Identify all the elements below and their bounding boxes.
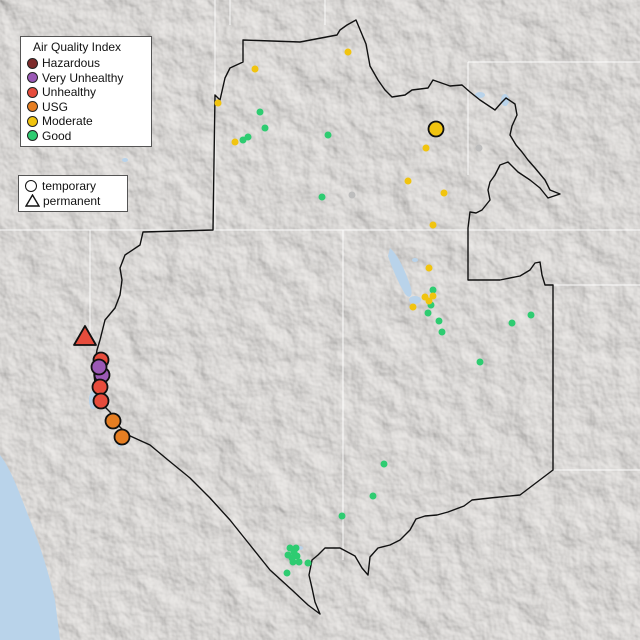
temporary-monitor-marker[interactable] [90,358,108,376]
monitor-marker[interactable] [404,177,412,185]
monitor-marker[interactable] [304,559,312,567]
monitor-type-legend: temporary permanent [18,175,128,212]
monitor-marker[interactable] [292,544,300,552]
monitor-marker[interactable] [429,286,437,294]
legend-label: Good [42,128,72,143]
monitor-marker[interactable] [429,292,437,300]
legend-item-hazardous: Hazardous [27,56,145,71]
monitor-marker[interactable] [425,297,433,305]
legend-label: USG [42,99,69,114]
legend-swatch-icon [27,57,38,69]
legend-title: Air Quality Index [33,40,122,54]
monitor-marker[interactable] [289,558,297,566]
temporary-monitor-marker[interactable] [104,412,122,430]
monitor-marker[interactable] [429,221,437,229]
legend-item-temporary: temporary [25,179,121,194]
temporary-monitor-marker[interactable] [92,392,110,410]
monitor-marker[interactable] [409,303,417,311]
legend-swatch-icon [27,130,38,142]
monitor-marker[interactable] [251,65,259,73]
legend-label: Hazardous [42,56,101,71]
ocean [0,455,60,640]
temporary-monitor-marker[interactable] [113,428,131,446]
temporary-monitor-marker[interactable] [427,120,445,138]
monitor-marker[interactable] [231,138,239,146]
monitor-marker[interactable] [475,144,483,152]
permanent-monitor-marker[interactable] [73,325,97,346]
monitor-marker[interactable] [438,328,446,336]
monitor-marker[interactable] [369,492,377,500]
temporary-monitor-marker[interactable] [91,378,109,396]
monitor-marker[interactable] [422,144,430,152]
monitor-marker[interactable] [527,311,535,319]
circle-icon [25,180,37,193]
monitor-marker[interactable] [440,189,448,197]
monitor-marker[interactable] [244,133,252,141]
legend-label: Very Unhealthy [42,70,124,85]
monitor-marker[interactable] [214,99,222,107]
legend-label: Unhealthy [42,85,97,100]
legend-item-unhealthy: Unhealthy [27,85,145,100]
monitor-marker[interactable] [324,131,332,139]
monitor-marker[interactable] [318,193,326,201]
legend-item-permanent: permanent [25,194,121,209]
monitor-marker[interactable] [338,512,346,520]
triangle-icon [25,194,40,207]
legend-label-temporary: temporary [42,179,97,194]
legend-label-permanent: permanent [43,193,101,208]
monitor-marker[interactable] [435,317,443,325]
monitor-marker[interactable] [284,551,292,559]
monitor-marker[interactable] [256,108,264,116]
monitor-marker[interactable] [344,48,352,56]
monitor-marker[interactable] [425,264,433,272]
aqi-legend: Air Quality Index Hazardous Very Unhealth… [20,36,152,147]
monitor-marker[interactable] [348,191,356,199]
legend-item-moderate: Moderate [27,114,145,129]
legend-item-usg: USG [27,100,145,115]
region-outline [93,19,561,615]
legend-swatch-icon [27,101,38,113]
monitor-marker[interactable] [283,569,291,577]
legend-item-very-unhealthy: Very Unhealthy [27,71,145,86]
monitor-marker[interactable] [380,460,388,468]
monitor-marker[interactable] [476,358,484,366]
legend-swatch-icon [27,86,38,98]
legend-swatch-icon [27,72,38,84]
monitor-marker[interactable] [295,558,303,566]
monitor-marker[interactable] [261,124,269,132]
monitor-marker[interactable] [508,319,516,327]
legend-item-good: Good [27,129,145,144]
monitor-marker[interactable] [424,309,432,317]
legend-swatch-icon [27,115,38,127]
monitor-points[interactable] [73,48,535,577]
legend-label: Moderate [42,114,93,129]
